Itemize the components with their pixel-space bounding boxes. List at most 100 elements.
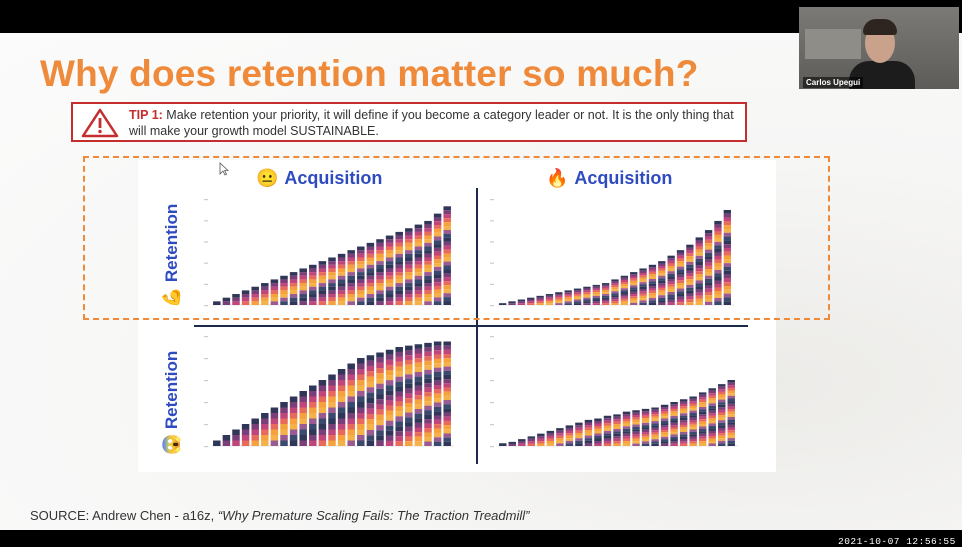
bar-segment [443, 253, 451, 258]
bar-segment [670, 422, 678, 426]
bar-segment [395, 264, 403, 269]
bar-segment [347, 374, 355, 380]
bar-segment [676, 299, 685, 303]
bar-segment [328, 286, 336, 291]
bar-segment [583, 297, 591, 300]
bar-segment [723, 240, 731, 245]
bar-segment [622, 436, 631, 439]
bar-segment [545, 303, 554, 305]
bar-segment [280, 286, 288, 291]
bar-segment [670, 441, 678, 444]
bar-segment [686, 261, 694, 265]
bar-segment [385, 253, 394, 258]
bar-segment [527, 436, 536, 439]
bar-segment [433, 221, 442, 226]
bar-segment [395, 239, 403, 243]
bar-segment [648, 281, 657, 284]
bar-segment [651, 434, 659, 437]
bar-segment [517, 303, 526, 305]
bar-segment [603, 423, 612, 426]
bar-segment [251, 297, 259, 302]
bar-segment [592, 286, 600, 289]
bar-segment [727, 443, 735, 446]
bar-segment [727, 440, 735, 444]
bar-segment [366, 392, 375, 398]
bar-segment [309, 268, 317, 273]
bar-segment [376, 272, 384, 276]
bar-segment [328, 391, 336, 397]
bar-segment [309, 264, 317, 269]
bar-segment [385, 239, 394, 243]
bar-segment [347, 268, 355, 273]
bar-segment [723, 278, 731, 283]
bar-segment [385, 290, 394, 295]
bar-segment [676, 277, 685, 281]
bar-segment [689, 396, 697, 399]
bar-segment [704, 275, 713, 279]
bar-segment [433, 293, 442, 298]
bar-segment [366, 424, 375, 430]
bar-segment [385, 410, 394, 416]
bar-segment [299, 396, 307, 402]
bar-segment [679, 417, 688, 421]
tip-text: TIP 1: Make retention your priority, it … [129, 108, 743, 139]
bar-segment [376, 283, 384, 287]
bar-segment [337, 253, 346, 258]
bar-segment [385, 242, 394, 247]
bar-segment [357, 272, 365, 276]
bar-segment [328, 429, 336, 435]
bar-segment [648, 297, 657, 301]
bar-segment [651, 430, 659, 433]
bar-segment [727, 416, 735, 420]
bar-segment [698, 397, 707, 400]
bar-segment [723, 244, 731, 248]
bar-segment [347, 297, 355, 302]
bar-segment [433, 345, 442, 351]
bar-segment [651, 418, 659, 422]
bar-segment [261, 413, 269, 419]
bar-segment [584, 430, 593, 433]
bar-segment [676, 274, 685, 278]
bar-segment [337, 391, 346, 397]
bar-segment [667, 273, 675, 277]
bar-segment [385, 272, 394, 276]
chart-bar [704, 230, 713, 305]
bar-segment [689, 398, 697, 402]
bar-segment [299, 435, 307, 441]
bar-segment [443, 354, 451, 359]
bar-segment [714, 231, 722, 235]
bar-segment [347, 435, 355, 441]
bar-segment [309, 286, 317, 291]
bar-segment [376, 440, 384, 446]
bar-segment [584, 427, 593, 431]
bar-segment [545, 295, 554, 298]
bar-segment [366, 381, 375, 388]
bar-segment [443, 433, 451, 438]
webcam-video-tile[interactable]: Carlos Upegui [799, 7, 959, 89]
source-prefix: SOURCE: Andrew Chen - a16z, [30, 508, 218, 523]
bar-segment [686, 267, 694, 271]
bar-segment [424, 224, 432, 229]
bar-segment [704, 278, 713, 283]
bar-segment [443, 387, 451, 392]
fire-emoji-icon: 🔥 [546, 168, 569, 188]
bar-segment [232, 440, 240, 446]
bar-segment [289, 283, 298, 287]
bar-segment [658, 263, 666, 267]
bar-segment [261, 290, 269, 295]
bar-segment [686, 287, 694, 291]
bar-segment [270, 297, 279, 302]
bar-segment [241, 429, 250, 435]
bar-segment [686, 299, 694, 303]
bar-segment [718, 430, 726, 434]
bar-segment [622, 431, 631, 434]
bar-segment [714, 238, 722, 242]
bar-segment [603, 433, 612, 436]
bar-segment [601, 290, 610, 293]
row-label-retention-2: 😱 Retention [162, 351, 182, 455]
y-tick [204, 199, 208, 201]
bar-segment [280, 418, 288, 424]
bar-segment [639, 286, 647, 289]
bar-segment [603, 435, 612, 439]
chart-bar [232, 294, 240, 305]
